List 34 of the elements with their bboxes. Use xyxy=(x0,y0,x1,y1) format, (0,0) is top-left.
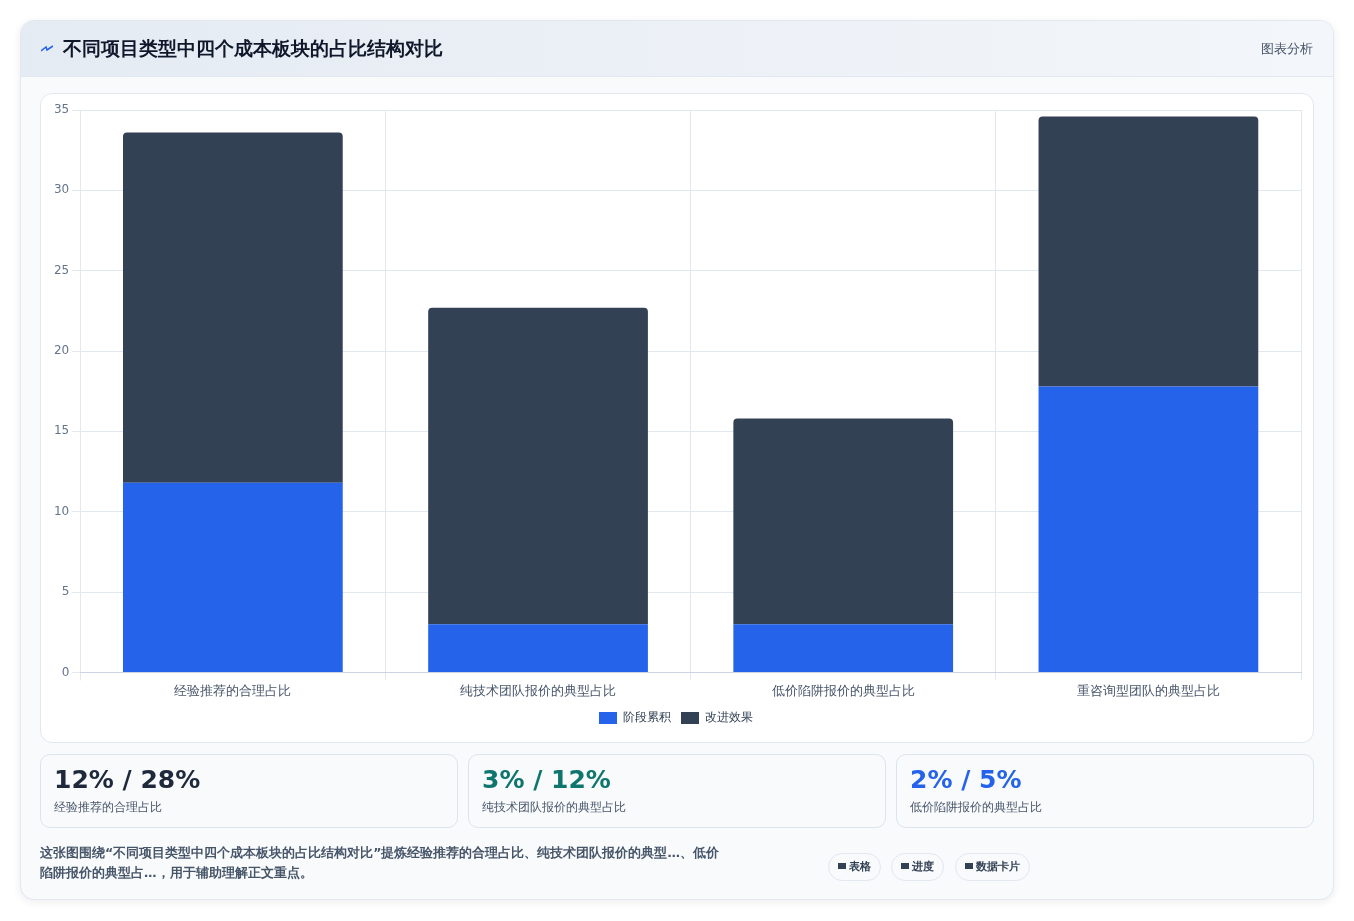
text: 进度 xyxy=(891,853,944,881)
y-tick-label: 20 xyxy=(53,343,70,358)
y-tick-label: 35 xyxy=(53,102,70,117)
text: 纯技术团队报价的典型占比 xyxy=(482,799,626,816)
text: 3% / 12% xyxy=(482,765,611,794)
x-tick-label: 重咨询型团队的典型占比 xyxy=(1076,682,1220,698)
bar xyxy=(428,307,648,625)
text: 经验推荐的合理占比 xyxy=(54,799,162,816)
text: 数据卡片 xyxy=(955,853,1030,881)
bar xyxy=(428,624,648,672)
text: 表格 xyxy=(828,853,881,881)
bar xyxy=(733,418,954,625)
x-tick-label: 经验推荐的合理占比 xyxy=(174,682,292,698)
y-tick-label: 25 xyxy=(53,262,70,277)
bar xyxy=(123,132,343,483)
y-tick-label: 0 xyxy=(61,664,70,679)
bar xyxy=(1038,116,1259,387)
y-tick-label: 15 xyxy=(53,423,70,438)
text: 这张图围绕“不同项目类型中四个成本板块的占比结构对比”提炼经验推荐的合理占比、纯技术团队报价的典型…、低价陷阱报价的典型占…，用于辅助理解正文重点。 xyxy=(40,844,720,882)
bar xyxy=(733,624,954,672)
bar xyxy=(123,482,343,672)
x-tick-label: 低价陷阱报价的典型占比 xyxy=(771,682,915,698)
bar xyxy=(1038,386,1259,672)
y-tick-label: 5 xyxy=(61,584,70,599)
text: 12% / 28% xyxy=(54,765,201,794)
y-tick-label: 10 xyxy=(53,503,70,518)
legend-label: 阶段累积 xyxy=(623,710,671,725)
text: 图表分析 xyxy=(1261,40,1313,58)
x-tick-label: 纯技术团队报价的典型占比 xyxy=(460,682,617,698)
y-tick-label: 30 xyxy=(53,182,70,197)
text: 2% / 5% xyxy=(910,765,1022,794)
text: 低价陷阱报价的典型占比 xyxy=(910,799,1042,816)
chart-title: 不同项目类型中四个成本板块的占比结构对比 xyxy=(63,36,443,61)
legend-label: 改进效果 xyxy=(705,710,753,725)
